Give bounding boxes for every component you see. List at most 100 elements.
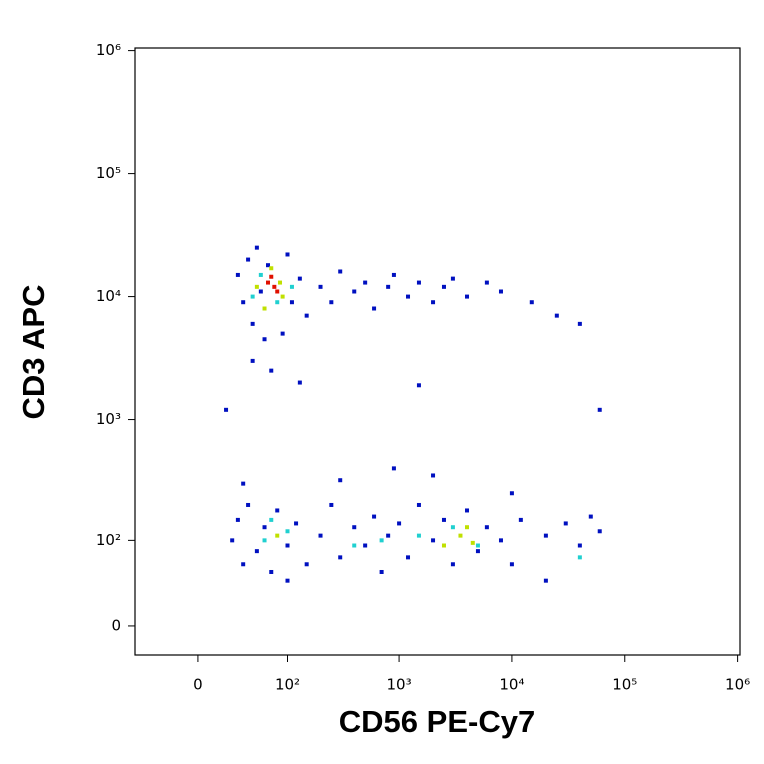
x-tick-label: 10⁴ xyxy=(499,676,524,694)
data-point xyxy=(338,555,343,560)
data-point xyxy=(289,284,294,289)
data-point xyxy=(498,538,503,543)
data-point xyxy=(329,502,334,507)
data-point xyxy=(275,533,280,538)
data-point xyxy=(416,533,421,538)
data-point xyxy=(318,533,323,538)
data-point xyxy=(406,555,411,560)
data-point xyxy=(269,517,274,522)
y-tick-label: 10³ xyxy=(96,410,121,428)
data-point xyxy=(431,473,436,478)
data-point xyxy=(441,543,446,548)
y-axis-title: CD3 APC xyxy=(16,285,51,420)
data-point xyxy=(379,569,384,574)
x-tick-label: 10⁵ xyxy=(612,676,637,694)
data-point xyxy=(416,502,421,507)
data-point xyxy=(230,538,235,543)
data-point xyxy=(250,321,255,326)
data-point xyxy=(379,538,384,543)
data-point xyxy=(265,263,270,268)
data-point xyxy=(372,514,377,519)
data-point xyxy=(577,321,582,326)
data-point xyxy=(458,533,463,538)
data-point xyxy=(518,517,523,522)
data-point xyxy=(275,508,280,513)
data-point xyxy=(563,521,568,526)
data-point xyxy=(304,313,309,318)
data-point xyxy=(262,306,267,311)
data-point xyxy=(262,525,267,530)
data-point xyxy=(470,540,475,545)
data-point xyxy=(465,508,470,513)
data-point xyxy=(577,543,582,548)
data-point xyxy=(431,538,436,543)
data-point xyxy=(278,280,283,285)
data-point xyxy=(352,289,357,294)
data-point xyxy=(258,272,263,277)
data-point xyxy=(318,284,323,289)
data-point xyxy=(431,300,436,305)
data-point xyxy=(352,543,357,548)
data-point xyxy=(577,555,582,560)
data-point xyxy=(241,481,246,486)
data-point xyxy=(246,257,251,262)
data-point xyxy=(254,245,259,250)
data-point xyxy=(262,337,267,342)
data-point xyxy=(235,272,240,277)
data-point xyxy=(588,514,593,519)
y-tick-label: 0 xyxy=(111,616,121,634)
x-tick-label: 10⁶ xyxy=(725,676,750,694)
data-point xyxy=(285,543,290,548)
data-point xyxy=(241,300,246,305)
data-point xyxy=(475,543,480,548)
y-tick-label: 10⁶ xyxy=(96,41,121,59)
data-point xyxy=(441,284,446,289)
data-point xyxy=(269,569,274,574)
data-point xyxy=(484,280,489,285)
y-tick-label: 10⁵ xyxy=(96,164,121,182)
data-point xyxy=(363,543,368,548)
data-point xyxy=(372,306,377,311)
data-point xyxy=(554,313,559,318)
data-point xyxy=(397,521,402,526)
data-point xyxy=(294,521,299,526)
data-point xyxy=(269,368,274,373)
data-point xyxy=(254,549,259,554)
data-point xyxy=(275,289,280,294)
data-point xyxy=(269,274,274,279)
data-point xyxy=(297,276,302,281)
data-point xyxy=(529,300,534,305)
data-point xyxy=(275,300,280,305)
data-point xyxy=(484,525,489,530)
data-point xyxy=(285,578,290,583)
data-point xyxy=(262,538,267,543)
data-point xyxy=(258,289,263,294)
data-point xyxy=(224,407,229,412)
data-point xyxy=(338,478,343,483)
data-point xyxy=(465,294,470,299)
data-point xyxy=(285,252,290,257)
data-point xyxy=(543,578,548,583)
data-point xyxy=(363,280,368,285)
data-point xyxy=(386,284,391,289)
data-point xyxy=(597,407,602,412)
data-point xyxy=(246,502,251,507)
data-point xyxy=(304,562,309,567)
data-point xyxy=(329,300,334,305)
data-point xyxy=(475,549,480,554)
data-point xyxy=(391,272,396,277)
data-point xyxy=(297,380,302,385)
data-point xyxy=(254,284,259,289)
x-tick-label: 0 xyxy=(193,676,203,694)
x-tick-label: 10² xyxy=(275,676,300,694)
data-point xyxy=(543,533,548,538)
data-point xyxy=(465,525,470,530)
data-point xyxy=(450,562,455,567)
data-point xyxy=(352,525,357,530)
data-point xyxy=(241,562,246,567)
data-point xyxy=(265,280,270,285)
data-point xyxy=(450,276,455,281)
data-point xyxy=(272,284,277,289)
data-point xyxy=(386,533,391,538)
